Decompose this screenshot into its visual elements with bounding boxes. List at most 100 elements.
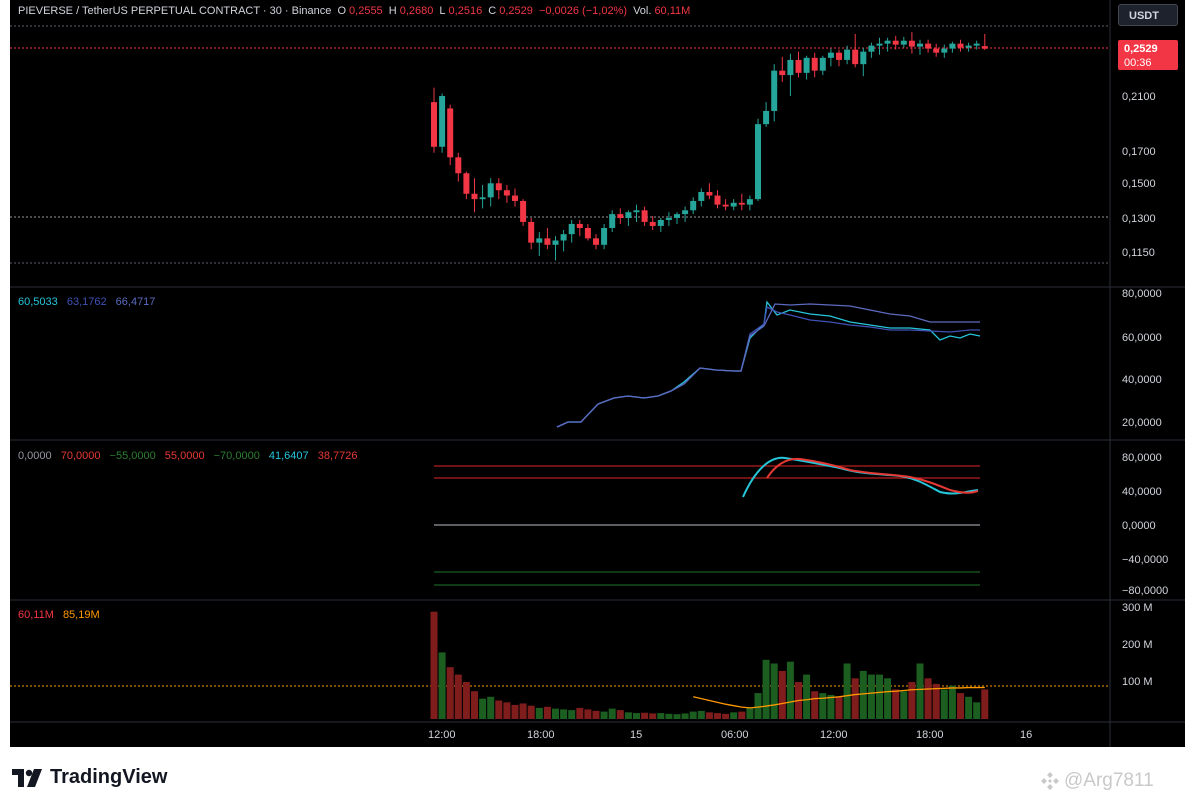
- candle-body[interactable]: [714, 195, 721, 205]
- candle-body[interactable]: [779, 70, 786, 76]
- candle-body[interactable]: [512, 195, 518, 201]
- volume-bar[interactable]: [673, 714, 681, 719]
- candle-body[interactable]: [576, 223, 583, 228]
- volume-bar[interactable]: [738, 711, 746, 719]
- candle-body[interactable]: [900, 40, 907, 45]
- volume-legend[interactable]: 60,11M 85,19M: [18, 609, 106, 621]
- price-axis[interactable]: 0,2100 0,1700 0,1500 0,1300 0,1150: [1122, 91, 1156, 259]
- candle-body[interactable]: [892, 40, 899, 45]
- volume-bar[interactable]: [762, 659, 770, 719]
- volume-bar[interactable]: [843, 663, 851, 720]
- candle-body[interactable]: [471, 193, 478, 200]
- candle-body[interactable]: [763, 110, 770, 125]
- candle-body[interactable]: [495, 183, 502, 191]
- volume-bar[interactable]: [803, 674, 811, 719]
- volume-bar[interactable]: [649, 713, 657, 719]
- candle-body[interactable]: [730, 202, 737, 207]
- candle-body[interactable]: [965, 45, 972, 48]
- volume-bar[interactable]: [714, 713, 721, 719]
- volume-bar[interactable]: [641, 712, 649, 719]
- candle-body[interactable]: [771, 70, 778, 111]
- volume-bar[interactable]: [778, 670, 786, 719]
- candle-body[interactable]: [625, 212, 632, 218]
- candle-body[interactable]: [706, 191, 713, 196]
- volume-bar[interactable]: [552, 708, 559, 719]
- volume-bar[interactable]: [940, 689, 948, 719]
- candle-body[interactable]: [455, 157, 462, 174]
- volume-bar[interactable]: [527, 705, 535, 719]
- volume-bar[interactable]: [519, 703, 527, 719]
- candle-body[interactable]: [665, 218, 672, 220]
- candle-body[interactable]: [633, 210, 640, 213]
- volume-bar[interactable]: [624, 712, 632, 719]
- candle-body[interactable]: [674, 214, 680, 218]
- candle-body[interactable]: [755, 124, 761, 200]
- volume-bar[interactable]: [786, 661, 794, 719]
- volume-bar[interactable]: [754, 693, 762, 719]
- chart-frame[interactable]: 0,2100 0,1700 0,1500 0,1300 0,1150 80,0000 60…: [10, 0, 1185, 747]
- candle-body[interactable]: [803, 57, 810, 73]
- candle-body[interactable]: [795, 59, 802, 73]
- volume-bar[interactable]: [965, 696, 973, 719]
- candle-body[interactable]: [787, 59, 794, 76]
- candle-body[interactable]: [738, 202, 745, 205]
- volume-bar[interactable]: [576, 707, 584, 719]
- volume-bar[interactable]: [924, 678, 932, 719]
- volume-bar[interactable]: [908, 682, 916, 719]
- candle-body[interactable]: [925, 43, 932, 49]
- currency-button[interactable]: USDT: [1118, 4, 1178, 26]
- volume-bar[interactable]: [503, 702, 511, 719]
- chart-canvas[interactable]: 0,2100 0,1700 0,1500 0,1300 0,1150 80,0000 60…: [10, 0, 1185, 747]
- volume-bar[interactable]: [851, 678, 859, 719]
- candle-body[interactable]: [617, 214, 624, 218]
- candle-body[interactable]: [528, 221, 535, 243]
- candle-body[interactable]: [552, 240, 559, 245]
- volume-bar[interactable]: [811, 691, 819, 719]
- volume-bar[interactable]: [665, 713, 673, 719]
- volume-bar[interactable]: [495, 700, 503, 720]
- volume-bar[interactable]: [616, 710, 624, 719]
- candle-body[interactable]: [811, 57, 818, 71]
- candle-body[interactable]: [860, 51, 867, 65]
- candle-body[interactable]: [973, 43, 980, 46]
- volume-bar[interactable]: [859, 670, 867, 719]
- volume-bar[interactable]: [770, 663, 778, 720]
- candle-body[interactable]: [657, 219, 664, 226]
- volume-bar[interactable]: [948, 685, 956, 719]
- volume-bar[interactable]: [900, 691, 908, 719]
- volume-bar[interactable]: [454, 674, 462, 719]
- rsi-axis[interactable]: 80,0000 60,0000 40,0000 20,0000: [1122, 288, 1162, 429]
- volume-bar[interactable]: [479, 698, 487, 719]
- volume-bar[interactable]: [932, 683, 940, 719]
- volume-bar[interactable]: [722, 713, 730, 719]
- candle-body[interactable]: [439, 96, 446, 147]
- volume-bar[interactable]: [600, 711, 608, 719]
- volume-bars-group[interactable]: [430, 611, 989, 720]
- candle-body[interactable]: [957, 43, 964, 48]
- volume-bar[interactable]: [487, 696, 495, 719]
- volume-bar[interactable]: [446, 667, 454, 719]
- volume-bar[interactable]: [973, 702, 981, 719]
- volume-bar[interactable]: [608, 708, 616, 719]
- volume-bar[interactable]: [584, 709, 592, 719]
- volume-bar[interactable]: [730, 712, 738, 719]
- volume-bar[interactable]: [681, 713, 689, 719]
- volume-bar[interactable]: [876, 674, 883, 719]
- volume-bar[interactable]: [430, 611, 438, 719]
- volume-bar[interactable]: [438, 652, 446, 719]
- brand-logo[interactable]: TradingView: [12, 766, 167, 789]
- volume-bar[interactable]: [827, 694, 835, 719]
- volume-bar[interactable]: [511, 704, 519, 719]
- candle-body[interactable]: [690, 200, 697, 211]
- volume-bar[interactable]: [592, 710, 600, 719]
- volume-bar[interactable]: [689, 711, 697, 719]
- oscillator-axis[interactable]: 80,0000 40,0000 0,0000 −40,0000 −80,0000: [1122, 452, 1168, 597]
- volume-bar[interactable]: [867, 674, 875, 719]
- candles-group[interactable]: [431, 32, 988, 261]
- volume-bar[interactable]: [892, 689, 900, 719]
- candle-body[interactable]: [836, 52, 842, 60]
- volume-bar[interactable]: [819, 693, 827, 719]
- candle-body[interactable]: [981, 46, 988, 49]
- candle-body[interactable]: [520, 200, 527, 222]
- time-axis[interactable]: 12:00 18:00 15 06:00 12:00 18:00 16: [428, 729, 1032, 741]
